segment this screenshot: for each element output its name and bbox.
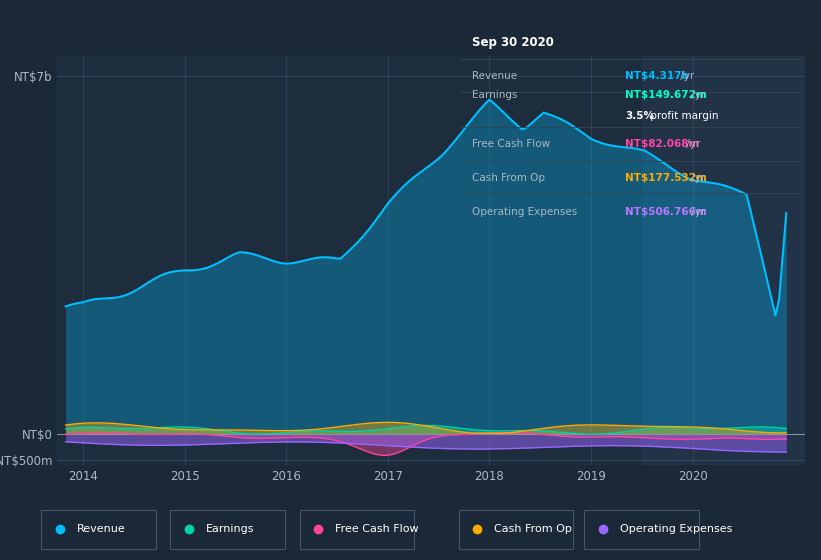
Text: NT$506.766m: NT$506.766m	[625, 207, 707, 217]
Text: /yr: /yr	[688, 207, 705, 217]
Text: Revenue: Revenue	[471, 71, 516, 81]
Text: /yr: /yr	[683, 139, 700, 150]
Text: NT$149.672m: NT$149.672m	[625, 90, 707, 100]
Text: Sep 30 2020: Sep 30 2020	[471, 36, 553, 49]
Text: /yr: /yr	[688, 90, 705, 100]
Text: /yr: /yr	[677, 71, 695, 81]
Text: NT$177.532m: NT$177.532m	[625, 173, 707, 183]
Text: 3.5%: 3.5%	[625, 111, 654, 122]
Text: /yr: /yr	[688, 173, 705, 183]
Text: Earnings: Earnings	[206, 524, 255, 534]
Text: Free Cash Flow: Free Cash Flow	[335, 524, 419, 534]
Text: Revenue: Revenue	[76, 524, 126, 534]
Text: profit margin: profit margin	[647, 111, 718, 122]
Text: Operating Expenses: Operating Expenses	[471, 207, 577, 217]
Text: Earnings: Earnings	[471, 90, 517, 100]
Text: Operating Expenses: Operating Expenses	[620, 524, 732, 534]
Text: NT$4.317b: NT$4.317b	[625, 71, 689, 81]
Text: NT$82.068m: NT$82.068m	[625, 139, 699, 150]
Text: Free Cash Flow: Free Cash Flow	[471, 139, 550, 150]
Text: Cash From Op: Cash From Op	[471, 173, 544, 183]
Bar	[642, 56, 805, 465]
Text: Cash From Op: Cash From Op	[494, 524, 572, 534]
